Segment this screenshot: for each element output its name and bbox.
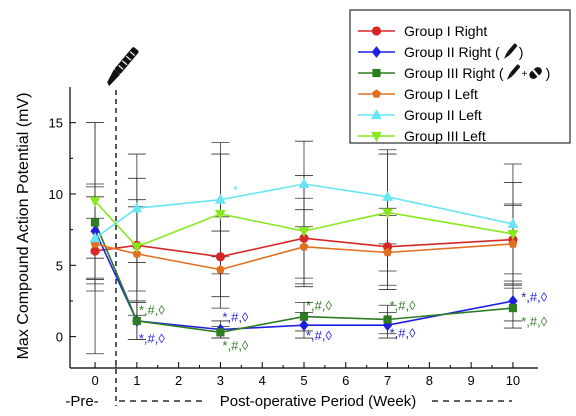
data-point-4-2 — [215, 193, 226, 204]
data-point-4-4 — [382, 190, 393, 201]
significance-annotation: *,#,◊ — [139, 303, 166, 318]
legend-label-4: Group II Left — [404, 107, 482, 123]
data-point-2-3 — [299, 312, 309, 321]
legend-label-1: Group II Right ( — [404, 44, 500, 60]
legend-swatch-marker-2 — [372, 68, 381, 78]
x-tick-label: 0 — [91, 373, 98, 388]
legend-swatch-marker-4 — [371, 108, 382, 120]
legend-swatch-marker-3 — [372, 89, 381, 98]
series-line-5 — [94, 200, 514, 248]
x-tick-label: 6 — [342, 373, 349, 388]
data-point-5-0 — [89, 197, 101, 208]
x-axis-label: Post-operative Period (Week) — [220, 393, 416, 410]
data-point-5-3 — [298, 226, 310, 238]
x-tick-label: 5 — [300, 373, 307, 388]
legend-label-2: Group III Right ( — [404, 65, 504, 81]
data-point-2-0 — [90, 218, 100, 227]
pre-period-label: -Pre- — [65, 393, 98, 410]
x-tick-label: 1 — [133, 373, 140, 388]
significance-annotation: *,#,◊ — [390, 325, 417, 340]
data-point-3-5 — [508, 239, 518, 248]
data-point-0-0 — [90, 246, 100, 256]
series-line-4 — [94, 183, 514, 239]
x-tick-label: 9 — [468, 373, 475, 388]
scalpel-icon — [503, 43, 518, 59]
significance-annotation: *,#,◊ — [306, 328, 333, 343]
x-tick-label: 7 — [384, 373, 391, 388]
data-point-2-2 — [216, 328, 225, 337]
legend-swatch-marker-5 — [371, 131, 382, 143]
y-axis-label: Max Compound Action Potential (mV) — [15, 93, 32, 360]
data-point-3-2 — [215, 264, 225, 274]
legend-swatch-marker-1 — [371, 46, 382, 58]
data-point-4-5 — [507, 217, 519, 229]
significance-annotation: *,#,◊ — [139, 331, 166, 346]
data-point-2-1 — [132, 316, 141, 326]
legend-label-suffix-2: ) — [546, 65, 551, 81]
legend-label-3: Group I Left — [404, 86, 478, 102]
x-tick-label: 4 — [259, 373, 266, 388]
y-tick-label: 10 — [49, 187, 63, 202]
significance-annotation: *,#,◊ — [306, 298, 333, 313]
data-point-1-3 — [299, 319, 309, 332]
significance-annotation: *,#,◊ — [521, 290, 548, 305]
significance-annotation: *,#,◊ — [521, 314, 548, 329]
legend-label-5: Group III Left — [404, 128, 486, 144]
data-point-2-5 — [508, 303, 518, 313]
y-tick-label: 0 — [56, 330, 63, 345]
data-point-4-1 — [131, 202, 143, 213]
scalpel-and-tube-icon: + — [506, 64, 542, 80]
x-tick-label: 2 — [175, 373, 182, 388]
series-line-2 — [94, 222, 513, 334]
significance-annotation: * — [233, 183, 238, 198]
legend-label-0: Group I Right — [404, 23, 487, 39]
legend-label-suffix-1: ) — [519, 44, 524, 60]
y-tick-label: 5 — [56, 258, 63, 273]
data-point-4-0 — [89, 232, 101, 243]
x-tick-label: 3 — [217, 373, 224, 388]
data-point-0-2 — [215, 252, 226, 262]
data-point-5-4 — [382, 208, 393, 219]
x-tick-label: 10 — [506, 373, 520, 388]
svg-text:+: + — [522, 69, 528, 80]
series-markers — [89, 177, 519, 337]
scalpel-icon — [107, 47, 139, 87]
data-point-5-5 — [507, 229, 519, 240]
series-line-0 — [94, 237, 513, 258]
series-line-3 — [94, 243, 513, 271]
data-point-5-1 — [131, 242, 143, 253]
x-tick-label: 8 — [426, 373, 433, 388]
data-point-5-2 — [215, 209, 226, 221]
y-tick-label: 15 — [49, 116, 63, 131]
significance-annotation: *,#,◊ — [222, 310, 249, 325]
legend: Group I Right Group II Right () Group III … — [349, 9, 571, 144]
series-lines — [94, 183, 514, 334]
data-point-3-3 — [299, 242, 309, 251]
data-point-4-3 — [298, 177, 310, 189]
data-point-3-1 — [132, 249, 142, 258]
significance-annotation: *,#,◊ — [390, 298, 417, 313]
legend-swatch-marker-0 — [371, 26, 382, 36]
data-point-2-4 — [383, 315, 392, 324]
significance-annotation: *,#,◊ — [222, 338, 249, 353]
data-point-3-4 — [383, 247, 393, 257]
significance-annotations: * *,#,◊ *,#,◊ *,#,◊ *,#,◊ *,#,◊ *,#,◊ *,#,◊ *,#,… — [139, 183, 548, 353]
